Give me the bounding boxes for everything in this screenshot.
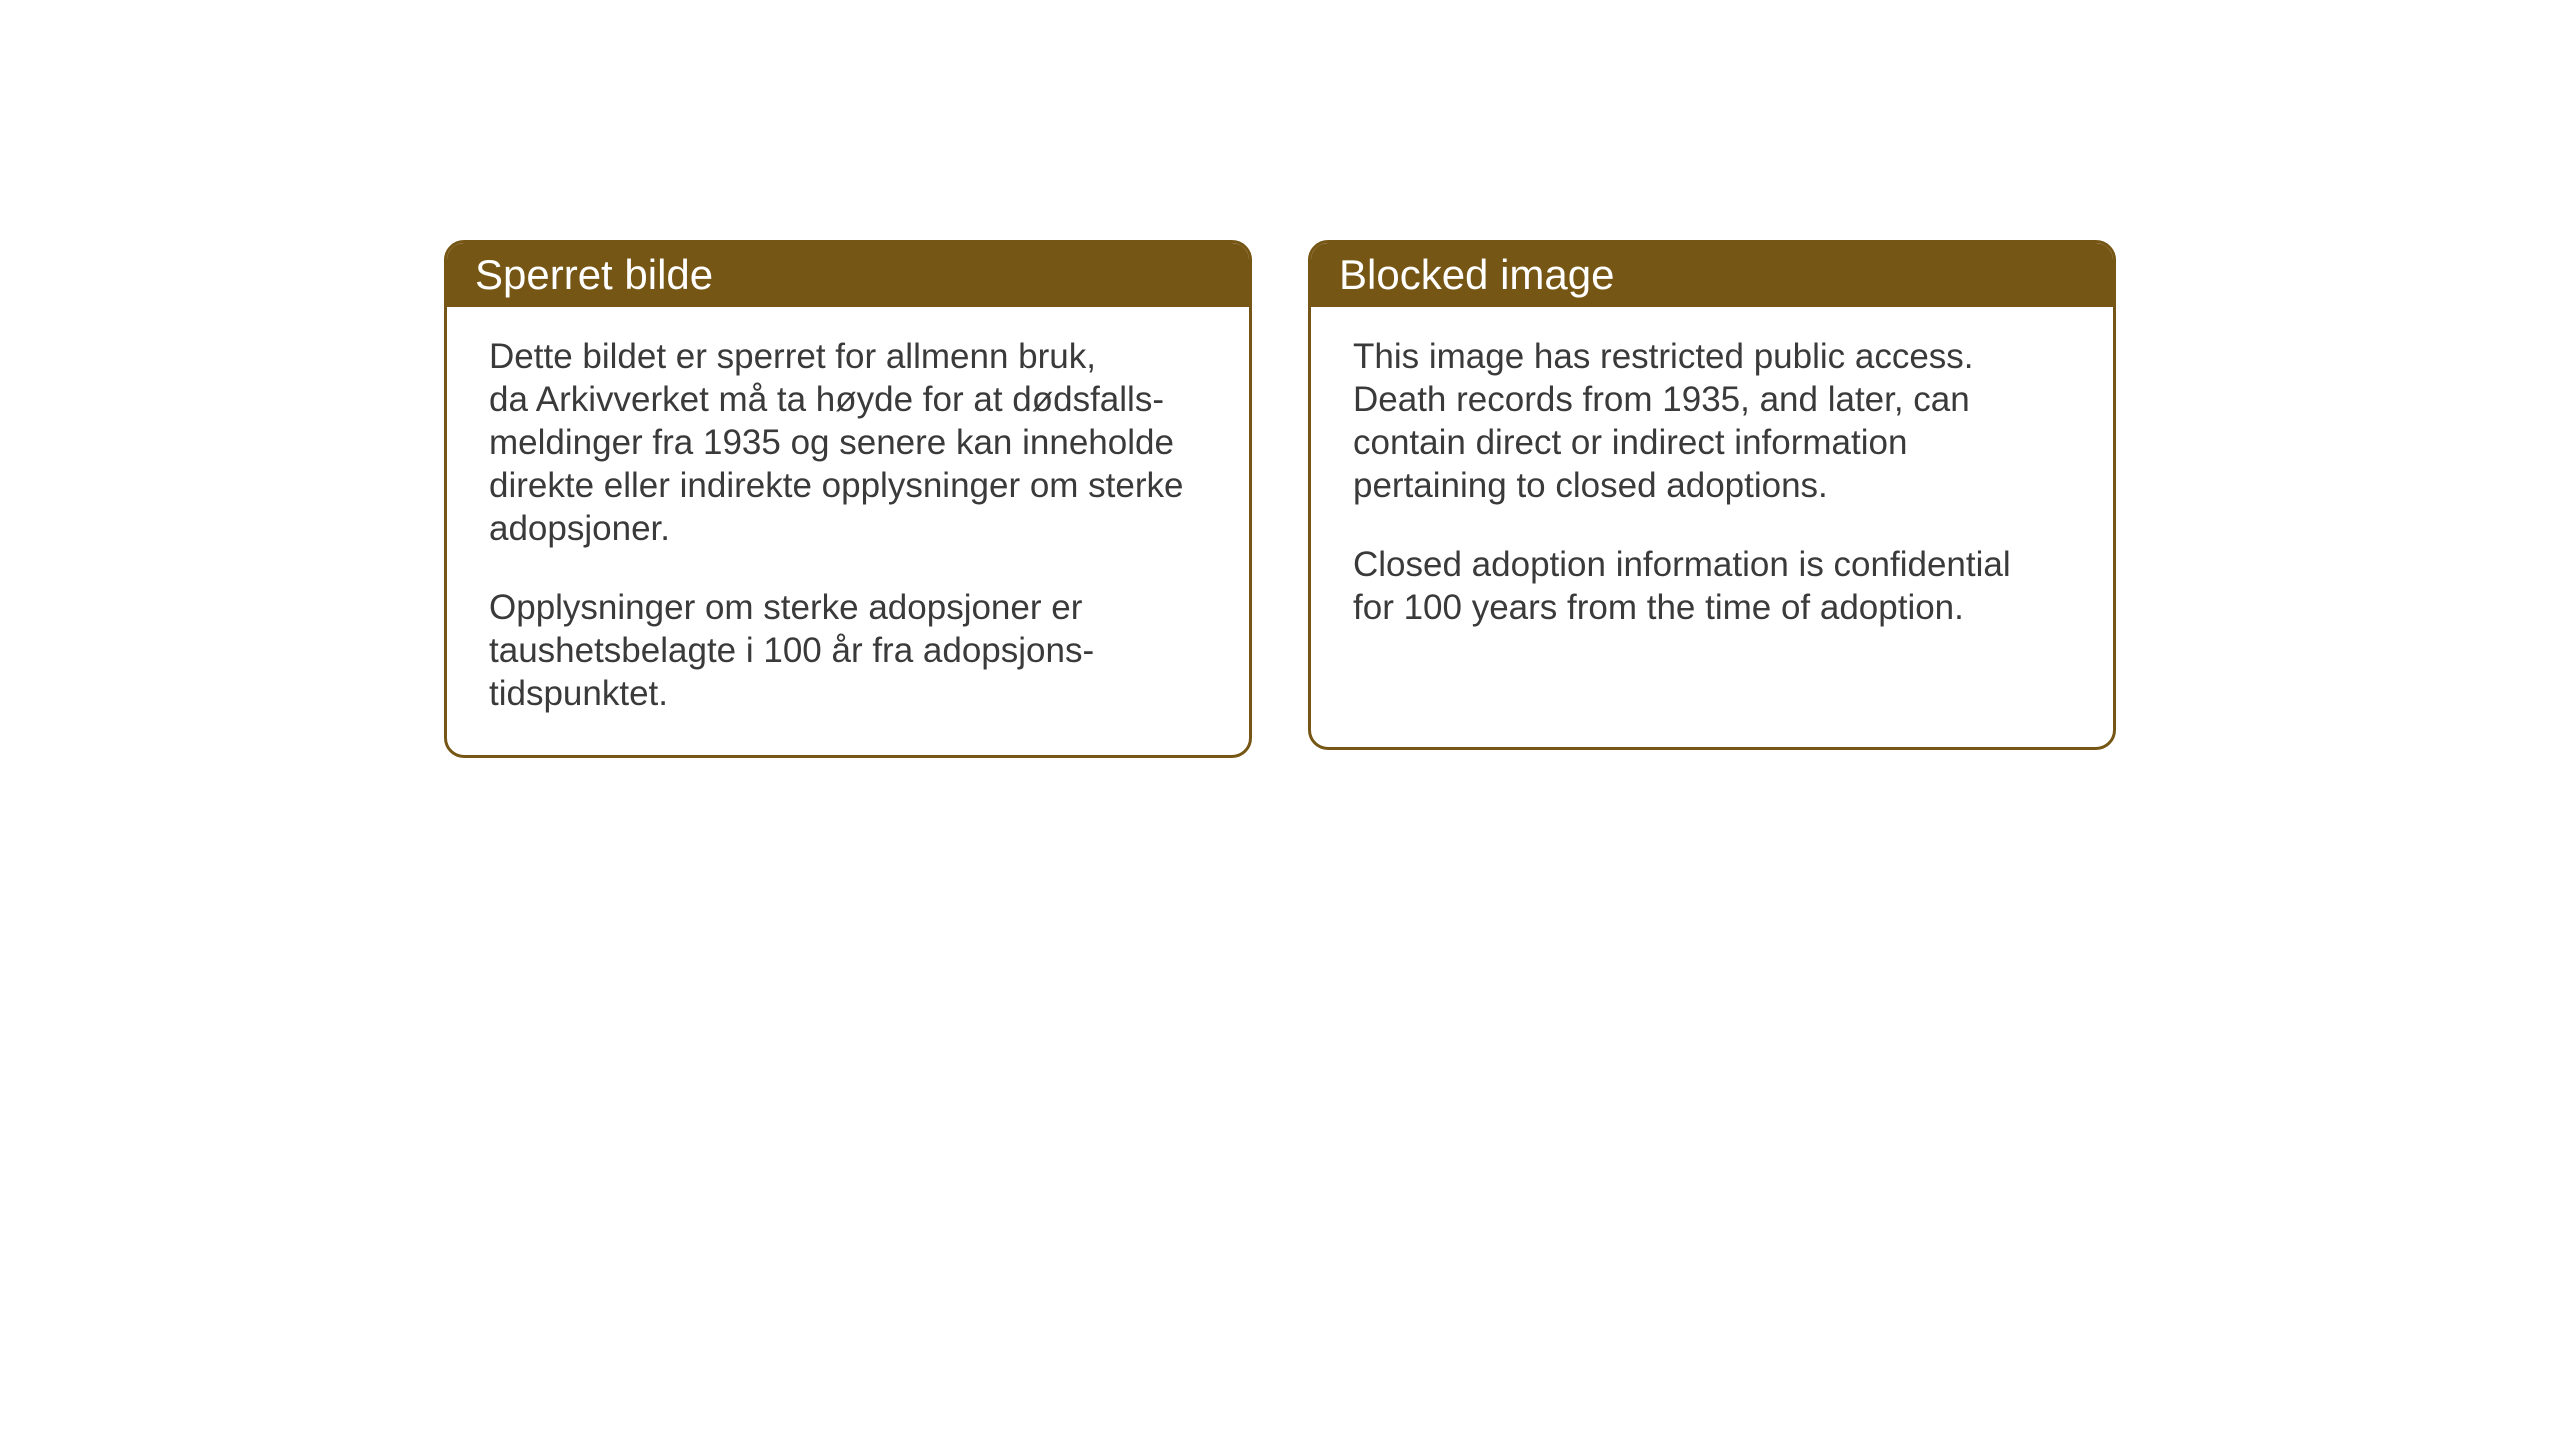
text-line: for 100 years from the time of adoption.	[1353, 588, 1964, 627]
text-line: da Arkivverket må ta høyde for at dødsfa…	[489, 380, 1164, 419]
text-line: This image has restricted public access.	[1353, 337, 1974, 376]
text-line: adopsjoner.	[489, 509, 670, 548]
text-line: Death records from 1935, and later, can	[1353, 380, 1970, 419]
text-line: contain direct or indirect information	[1353, 423, 1907, 462]
notice-container: Sperret bilde Dette bildet er sperret fo…	[444, 240, 2116, 758]
english-card-body: This image has restricted public access.…	[1311, 307, 2113, 669]
english-paragraph-1: This image has restricted public access.…	[1353, 335, 2071, 507]
text-line: Dette bildet er sperret for allmenn bruk…	[489, 337, 1096, 376]
text-line: direkte eller indirekte opplysninger om …	[489, 466, 1184, 505]
norwegian-card-body: Dette bildet er sperret for allmenn bruk…	[447, 307, 1249, 755]
english-notice-card: Blocked image This image has restricted …	[1308, 240, 2116, 750]
text-line: Closed adoption information is confident…	[1353, 545, 2011, 584]
norwegian-card-title: Sperret bilde	[447, 243, 1249, 307]
norwegian-paragraph-2: Opplysninger om sterke adopsjoner er tau…	[489, 586, 1207, 715]
text-line: tidspunktet.	[489, 674, 668, 713]
text-line: meldinger fra 1935 og senere kan innehol…	[489, 423, 1174, 462]
english-paragraph-2: Closed adoption information is confident…	[1353, 543, 2071, 629]
norwegian-notice-card: Sperret bilde Dette bildet er sperret fo…	[444, 240, 1252, 758]
english-card-title: Blocked image	[1311, 243, 2113, 307]
text-line: taushetsbelagte i 100 år fra adopsjons-	[489, 631, 1094, 670]
text-line: Opplysninger om sterke adopsjoner er	[489, 588, 1082, 627]
norwegian-paragraph-1: Dette bildet er sperret for allmenn bruk…	[489, 335, 1207, 550]
text-line: pertaining to closed adoptions.	[1353, 466, 1828, 505]
